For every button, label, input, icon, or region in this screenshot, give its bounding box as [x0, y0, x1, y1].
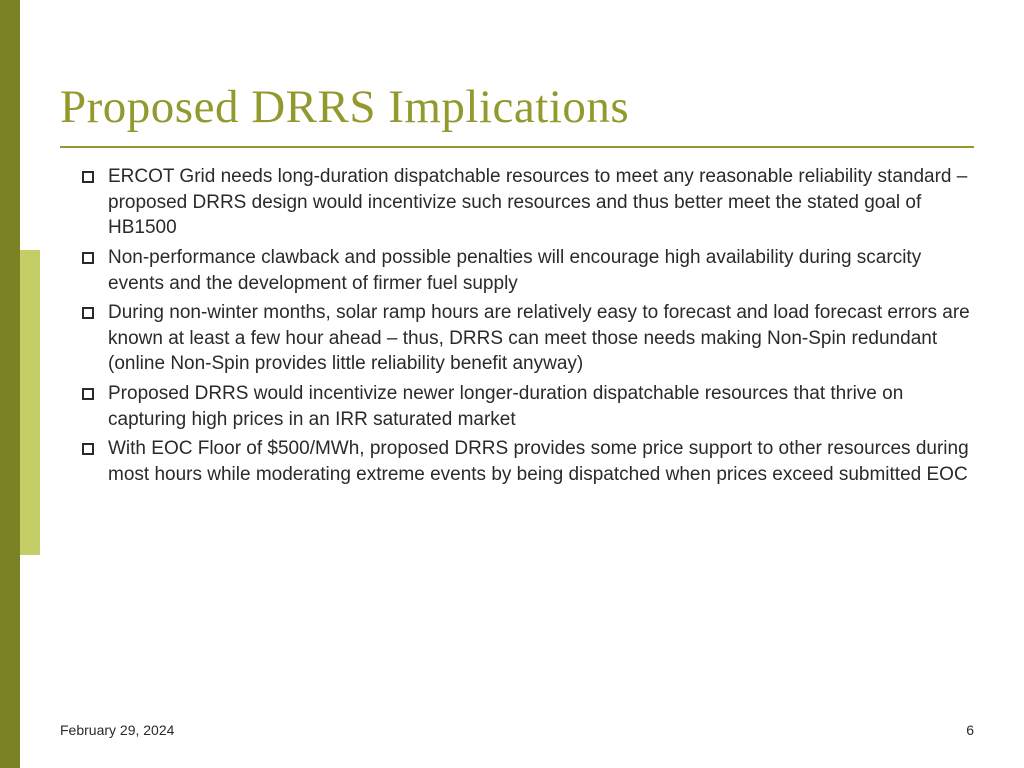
bullet-marker-icon [82, 171, 94, 183]
list-item: With EOC Floor of $500/MWh, proposed DRR… [82, 436, 974, 487]
bullet-marker-icon [82, 388, 94, 400]
bullet-marker-icon [82, 443, 94, 455]
bullet-marker-icon [82, 307, 94, 319]
bullet-text: ERCOT Grid needs long-duration dispatcha… [108, 164, 974, 241]
side-decoration-dark [0, 0, 20, 768]
footer-date: February 29, 2024 [60, 722, 174, 738]
footer-page-number: 6 [966, 722, 974, 738]
list-item: Proposed DRRS would incentivize newer lo… [82, 381, 974, 432]
bullet-text: Proposed DRRS would incentivize newer lo… [108, 381, 974, 432]
bullet-marker-icon [82, 252, 94, 264]
bullet-list: ERCOT Grid needs long-duration dispatcha… [60, 164, 974, 488]
slide-title: Proposed DRRS Implications [60, 80, 974, 134]
bullet-text: During non-winter months, solar ramp hou… [108, 300, 974, 377]
list-item: ERCOT Grid needs long-duration dispatcha… [82, 164, 974, 241]
bullet-text: With EOC Floor of $500/MWh, proposed DRR… [108, 436, 974, 487]
bullet-text: Non-performance clawback and possible pe… [108, 245, 974, 296]
list-item: Non-performance clawback and possible pe… [82, 245, 974, 296]
slide-content: Proposed DRRS Implications ERCOT Grid ne… [60, 80, 974, 492]
title-underline [60, 146, 974, 148]
list-item: During non-winter months, solar ramp hou… [82, 300, 974, 377]
